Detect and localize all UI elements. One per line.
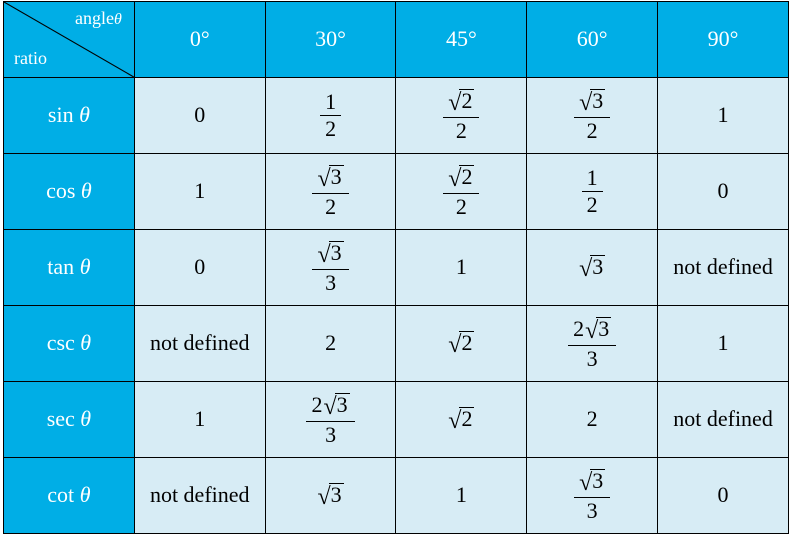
table-row: csc θ not defined 2 √2 2√33 1 xyxy=(4,305,789,381)
fraction-expr: 12 xyxy=(582,167,603,216)
fraction-expr: 2√33 xyxy=(568,317,616,370)
fraction-expr: 12 xyxy=(320,91,341,140)
fraction-expr: √32 xyxy=(574,89,610,142)
col-header-45: 45° xyxy=(396,1,527,77)
cell-text: 1 xyxy=(718,102,729,127)
cell-text: 2 xyxy=(325,330,336,355)
cell-text: not defined xyxy=(673,406,773,431)
ratio-var: θ xyxy=(80,406,91,431)
cell-csc-0: not defined xyxy=(134,305,265,381)
fraction-expr: √22 xyxy=(443,165,479,218)
ratio-label: sin xyxy=(48,102,74,127)
cell-sec-4: not defined xyxy=(658,381,789,457)
corner-angle-text: angle xyxy=(75,8,114,28)
cell-csc-2: √2 xyxy=(396,305,527,381)
cell-tan-0: 0 xyxy=(134,229,265,305)
table-row: sec θ 1 2√33 √2 2 not defined xyxy=(4,381,789,457)
cell-sin-0: 0 xyxy=(134,77,265,153)
table-row: cos θ 1 √32 √22 12 0 xyxy=(4,153,789,229)
sqrt-expr: √2 xyxy=(448,331,474,357)
cell-cos-4: 0 xyxy=(658,153,789,229)
ratio-label: csc xyxy=(47,330,75,355)
cell-cot-1: √3 xyxy=(265,457,396,533)
row-header-cos: cos θ xyxy=(4,153,135,229)
ratio-label: sec xyxy=(47,406,75,431)
cell-text: 1 xyxy=(718,330,729,355)
ratio-label: cot xyxy=(47,482,74,507)
cell-tan-4: not defined xyxy=(658,229,789,305)
cell-csc-1: 2 xyxy=(265,305,396,381)
cell-text: 1 xyxy=(194,406,205,431)
table-row: cot θ not defined √3 1 √33 0 xyxy=(4,457,789,533)
cell-cos-1: √32 xyxy=(265,153,396,229)
cell-csc-4: 1 xyxy=(658,305,789,381)
cell-cot-2: 1 xyxy=(396,457,527,533)
cell-cos-2: √22 xyxy=(396,153,527,229)
cell-cot-4: 0 xyxy=(658,457,789,533)
cell-cos-3: 12 xyxy=(527,153,658,229)
cell-sec-1: 2√33 xyxy=(265,381,396,457)
cell-text: 1 xyxy=(456,254,467,279)
table-body: sin θ012√22√321cos θ1√32√22120tan θ0√331… xyxy=(4,77,789,533)
cell-sec-0: 1 xyxy=(134,381,265,457)
cell-text: 1 xyxy=(456,482,467,507)
cell-sec-2: √2 xyxy=(396,381,527,457)
cell-cos-0: 1 xyxy=(134,153,265,229)
fraction-expr: √22 xyxy=(443,89,479,142)
row-header-sec: sec θ xyxy=(4,381,135,457)
ratio-var: θ xyxy=(80,330,91,355)
cell-sin-3: √32 xyxy=(527,77,658,153)
corner-angle-var: θ xyxy=(114,11,122,28)
sqrt-expr: √2 xyxy=(448,407,474,433)
cell-text: 1 xyxy=(194,178,205,203)
corner-top-label: angleθ xyxy=(75,8,122,29)
ratio-label: tan xyxy=(47,254,74,279)
ratio-var: θ xyxy=(80,254,91,279)
cell-text: 0 xyxy=(194,254,205,279)
sqrt-expr: √3 xyxy=(317,483,343,509)
col-header-60: 60° xyxy=(527,1,658,77)
row-header-tan: tan θ xyxy=(4,229,135,305)
cell-sin-4: 1 xyxy=(658,77,789,153)
row-header-sin: sin θ xyxy=(4,77,135,153)
col-header-30: 30° xyxy=(265,1,396,77)
cell-cot-3: √33 xyxy=(527,457,658,533)
cell-text: 0 xyxy=(194,102,205,127)
corner-cell: angleθ ratio xyxy=(4,1,135,77)
row-header-csc: csc θ xyxy=(4,305,135,381)
corner-bottom-label: ratio xyxy=(14,48,47,69)
table-row: sin θ 0 12 √22 √32 1 xyxy=(4,77,789,153)
cell-text: not defined xyxy=(150,330,250,355)
col-header-0: 0° xyxy=(134,1,265,77)
cell-tan-3: √3 xyxy=(527,229,658,305)
cell-text: 2 xyxy=(587,406,598,431)
cell-cot-0: not defined xyxy=(134,457,265,533)
fraction-expr: √33 xyxy=(312,241,348,294)
cell-sin-1: 12 xyxy=(265,77,396,153)
sqrt-expr: √3 xyxy=(579,255,605,281)
cell-tan-2: 1 xyxy=(396,229,527,305)
row-header-cot: cot θ xyxy=(4,457,135,533)
table-header: angleθ ratio 0° 30° 45° 60° 90° xyxy=(4,1,789,77)
cell-sin-2: √22 xyxy=(396,77,527,153)
table-row: tan θ 0 √33 1 √3 not defined xyxy=(4,229,789,305)
fraction-expr: 2√33 xyxy=(306,393,354,446)
cell-text: not defined xyxy=(150,482,250,507)
trig-ratio-table: angleθ ratio 0° 30° 45° 60° 90° sin θ012… xyxy=(3,1,789,534)
fraction-expr: √32 xyxy=(312,165,348,218)
ratio-var: θ xyxy=(80,482,91,507)
cell-tan-1: √33 xyxy=(265,229,396,305)
cell-csc-3: 2√33 xyxy=(527,305,658,381)
cell-text: not defined xyxy=(673,254,773,279)
ratio-label: cos xyxy=(46,178,75,203)
col-header-90: 90° xyxy=(658,1,789,77)
fraction-expr: √33 xyxy=(574,469,610,522)
ratio-var: θ xyxy=(81,178,92,203)
cell-text: 0 xyxy=(718,178,729,203)
ratio-var: θ xyxy=(79,102,90,127)
header-row: angleθ ratio 0° 30° 45° 60° 90° xyxy=(4,1,789,77)
cell-text: 0 xyxy=(718,482,729,507)
cell-sec-3: 2 xyxy=(527,381,658,457)
